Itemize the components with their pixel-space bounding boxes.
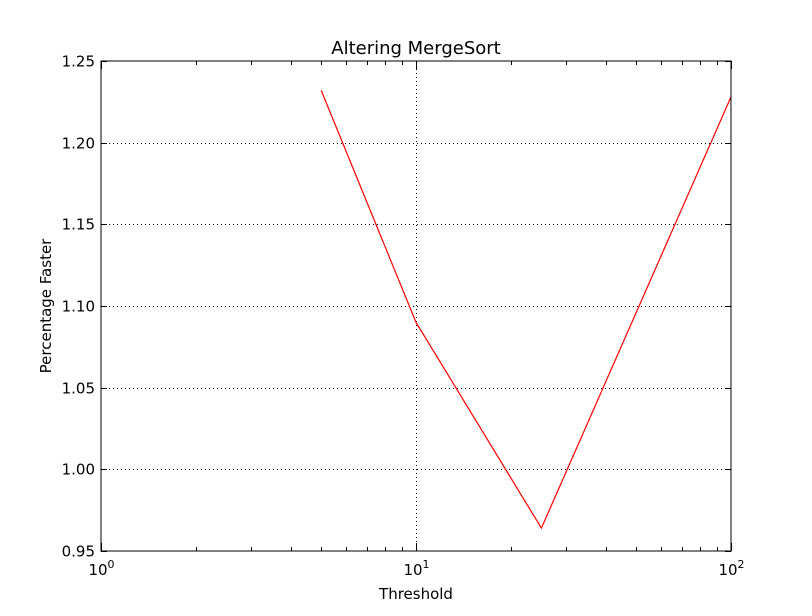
chart-title: Altering MergeSort	[331, 38, 501, 59]
y-tick-label: 1.05	[62, 380, 95, 398]
x-tick-labels: 100 101 102	[88, 558, 744, 579]
y-tick-label: 1.25	[62, 53, 95, 71]
data-series	[320, 90, 732, 530]
y-tick-label: 1.10	[62, 298, 95, 316]
y-tick-label: 0.95	[62, 543, 95, 561]
y-tick-label: 1.00	[62, 461, 95, 479]
y-tick-label: 1.20	[62, 135, 95, 153]
series-line	[320, 90, 732, 530]
grid-lines	[101, 61, 731, 551]
y-axis-label: Percentage Faster	[37, 238, 55, 374]
x-tick-label: 102	[718, 558, 744, 579]
plot-frame	[100, 60, 732, 552]
x-tick-label: 100	[88, 558, 114, 579]
x-axis-label: Threshold	[378, 585, 453, 603]
y-tick-label: 1.15	[62, 216, 95, 234]
x-tick-label: 101	[403, 558, 429, 579]
y-tick-labels: 0.95 1.00 1.05 1.10 1.15 1.20 1.25	[62, 53, 95, 561]
